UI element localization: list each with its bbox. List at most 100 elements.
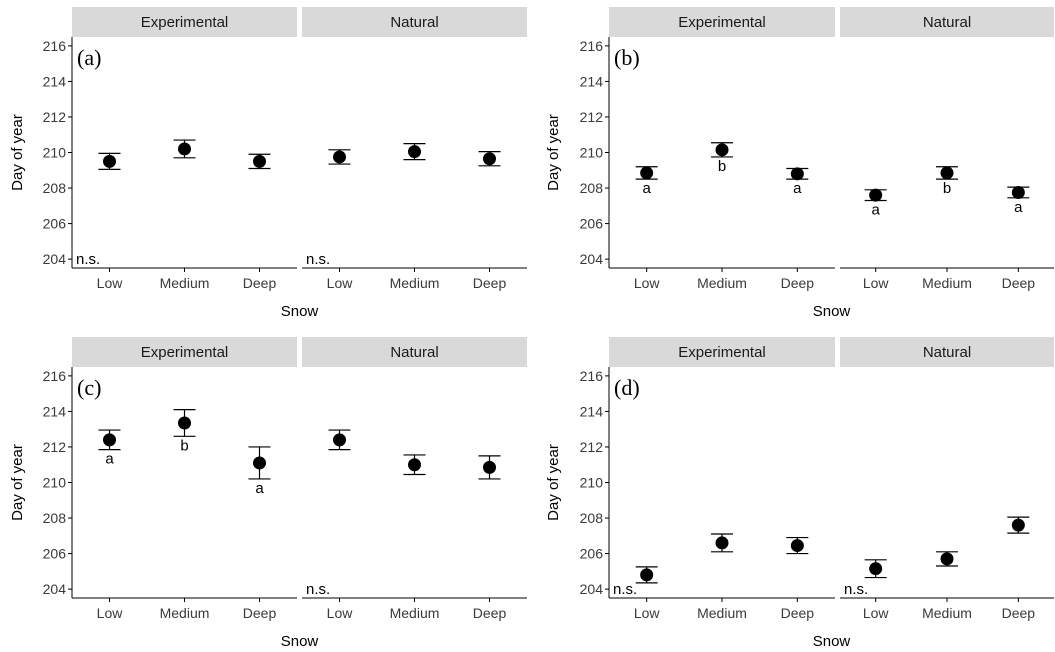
facet-strip	[72, 337, 297, 367]
x-tick-label: Deep	[473, 605, 507, 621]
y-axis-title: Day of year	[545, 114, 562, 191]
data-point	[333, 150, 346, 164]
data-point	[178, 142, 191, 156]
y-tick-label: 210	[43, 475, 67, 491]
x-tick-label: Deep	[781, 275, 815, 291]
facet-strip-label: Natural	[923, 14, 971, 31]
facet-strip	[609, 337, 835, 367]
significance-letter: a	[793, 180, 802, 197]
x-tick-label: Medium	[160, 275, 210, 291]
y-tick-label: 216	[43, 38, 67, 54]
data-point	[1011, 518, 1025, 532]
x-tick-label: Deep	[243, 605, 277, 621]
y-tick-label: 206	[580, 216, 604, 232]
facet-strip	[72, 7, 297, 37]
facet-strip	[840, 337, 1054, 367]
y-tick-label: 210	[580, 475, 604, 491]
y-tick-label: 212	[580, 439, 604, 455]
x-axis-title: Snow	[281, 303, 319, 320]
y-tick-label: 210	[580, 145, 604, 161]
y-tick-label: 210	[43, 145, 67, 161]
data-point	[483, 460, 496, 474]
significance-letter: b	[943, 180, 951, 197]
facet: Experimental Low a Medium b Deep a	[609, 7, 835, 291]
y-tick-label: 204	[43, 581, 67, 597]
facet-strip	[609, 7, 835, 37]
x-tick-label: Low	[863, 605, 890, 621]
y-tick-label: 206	[580, 546, 604, 562]
y-tick-label: 208	[43, 180, 67, 196]
facet-strip-label: Natural	[390, 14, 438, 31]
data-point	[869, 562, 883, 576]
significance-letter: b	[718, 158, 726, 175]
y-tick-label: 216	[43, 368, 67, 384]
x-tick-label: Medium	[160, 605, 210, 621]
facet: Natural Low Medium Deep n.s.	[840, 337, 1054, 621]
facet: Experimental Low a Medium b Deep a	[72, 337, 297, 621]
x-tick-label: Deep	[1002, 605, 1036, 621]
facet: Experimental Low Medium Deep n.s.	[609, 337, 835, 621]
data-point	[253, 154, 266, 168]
x-tick-label: Medium	[922, 275, 972, 291]
y-tick-label: 214	[580, 403, 604, 419]
significance-letter: a	[871, 201, 880, 218]
y-tick-label: 212	[43, 439, 67, 455]
facet-strip-label: Natural	[390, 344, 438, 361]
significance-letter: a	[105, 451, 114, 468]
x-axis-title: Snow	[813, 303, 851, 320]
x-tick-label: Medium	[697, 275, 747, 291]
y-tick-label: 206	[43, 546, 67, 562]
y-tick-label: 214	[580, 73, 604, 89]
data-point	[103, 433, 116, 447]
facet-strip-label: Natural	[923, 344, 971, 361]
data-point	[640, 568, 654, 582]
ns-annotation: n.s.	[613, 581, 637, 598]
y-tick-label: 206	[43, 216, 67, 232]
panel-label: (b)	[614, 45, 640, 70]
data-point	[790, 539, 804, 553]
y-tick-label: 208	[580, 180, 604, 196]
x-tick-label: Deep	[1002, 275, 1036, 291]
x-tick-label: Low	[634, 275, 661, 291]
ns-annotation: n.s.	[306, 581, 330, 598]
data-point	[940, 552, 954, 566]
x-tick-label: Low	[634, 605, 661, 621]
significance-letter: a	[255, 480, 264, 497]
x-tick-label: Low	[863, 275, 890, 291]
y-tick-label: 212	[43, 109, 67, 125]
facet-strip	[840, 7, 1054, 37]
x-tick-label: Medium	[697, 605, 747, 621]
facet: Natural Low Medium Deep n.s.	[302, 7, 527, 291]
x-tick-label: Low	[97, 605, 124, 621]
y-tick-label: 212	[580, 109, 604, 125]
ns-annotation: n.s.	[844, 581, 868, 598]
data-point	[790, 167, 804, 181]
x-tick-label: Deep	[781, 605, 815, 621]
data-point	[253, 456, 266, 470]
facet: Natural Low a Medium b Deep a	[840, 7, 1054, 291]
data-point	[869, 188, 883, 202]
data-point	[715, 536, 729, 550]
y-tick-label: 216	[580, 38, 604, 54]
data-point	[640, 166, 654, 180]
data-point	[483, 152, 496, 166]
x-tick-label: Low	[97, 275, 124, 291]
facet-strip-label: Experimental	[678, 344, 766, 361]
y-tick-label: 214	[43, 73, 67, 89]
ns-annotation: n.s.	[76, 251, 100, 268]
significance-letter: a	[642, 180, 651, 197]
y-tick-label: 216	[580, 368, 604, 384]
data-point	[408, 458, 421, 472]
y-tick-label: 214	[43, 403, 67, 419]
facet-strip	[302, 337, 527, 367]
x-tick-label: Medium	[390, 275, 440, 291]
panel-label: (a)	[77, 45, 101, 70]
y-tick-label: 204	[43, 251, 67, 267]
ns-annotation: n.s.	[306, 251, 330, 268]
data-point	[940, 166, 954, 180]
facet-strip-label: Experimental	[678, 14, 766, 31]
y-tick-label: 208	[43, 510, 67, 526]
